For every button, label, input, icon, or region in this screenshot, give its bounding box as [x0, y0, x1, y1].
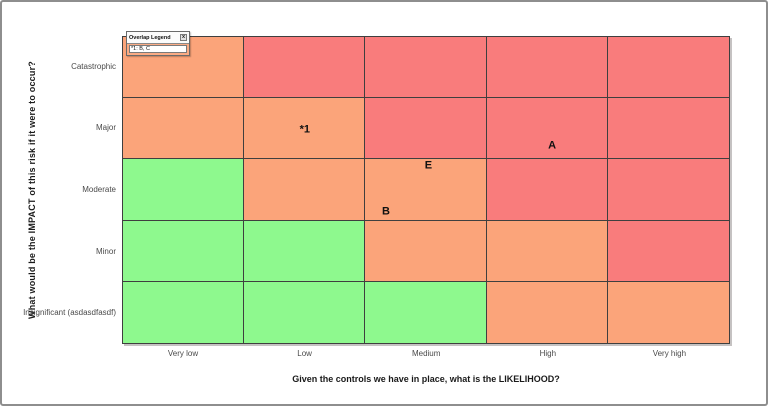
risk-cell — [486, 220, 608, 282]
risk-cell — [123, 159, 245, 221]
risk-cell — [486, 98, 608, 160]
risk-marker[interactable]: E — [424, 159, 433, 172]
risk-cell — [365, 281, 487, 343]
risk-cell — [365, 220, 487, 282]
x-tick-label: Very low — [167, 349, 199, 358]
x-tick-label: Medium — [411, 349, 441, 358]
risk-cell — [244, 159, 366, 221]
overlap-legend[interactable]: Overlap Legend x *1: B, C — [126, 31, 190, 56]
risk-matrix-grid: Overlap Legend x *1: B, C *1 A E B — [122, 31, 730, 344]
x-tick-label: Low — [297, 349, 312, 358]
risk-cell — [486, 281, 608, 343]
close-icon[interactable]: x — [180, 34, 187, 41]
risk-cell — [123, 220, 245, 282]
risk-cell — [244, 98, 366, 160]
risk-cell — [244, 37, 366, 99]
risk-cell — [365, 159, 487, 221]
risk-marker[interactable]: B — [382, 205, 390, 218]
risk-cell — [607, 37, 729, 99]
risk-cell — [607, 98, 729, 160]
risk-cell — [607, 281, 729, 343]
risk-cell — [365, 98, 487, 160]
risk-cell — [486, 37, 608, 99]
risk-cell — [244, 281, 366, 343]
y-tick-label: Insignificant (asdasdfasdf) — [23, 308, 116, 318]
risk-cell — [607, 159, 729, 221]
risk-cell — [486, 159, 608, 221]
x-axis-title: Given the controls we have in place, wha… — [292, 374, 560, 384]
risk-cell — [244, 220, 366, 282]
x-tick-label: Very high — [652, 349, 687, 358]
y-tick-label: Moderate — [82, 185, 116, 194]
risk-marker[interactable]: *1 — [299, 123, 310, 136]
risk-cell — [123, 98, 245, 160]
risk-cell — [365, 37, 487, 99]
risk-marker[interactable]: A — [548, 139, 557, 152]
risk-cell — [607, 220, 729, 282]
y-tick-label: Catastrophic — [71, 61, 116, 71]
overlap-legend-entry: *1: B, C — [129, 45, 187, 53]
overlap-legend-title: Overlap Legend — [129, 34, 171, 41]
risk-cell — [123, 281, 245, 343]
y-tick-label: Minor — [95, 246, 116, 256]
overlap-legend-titlebar[interactable]: Overlap Legend x — [127, 32, 189, 44]
y-tick-label: Major — [95, 123, 116, 133]
x-tick-label: High — [539, 349, 557, 358]
